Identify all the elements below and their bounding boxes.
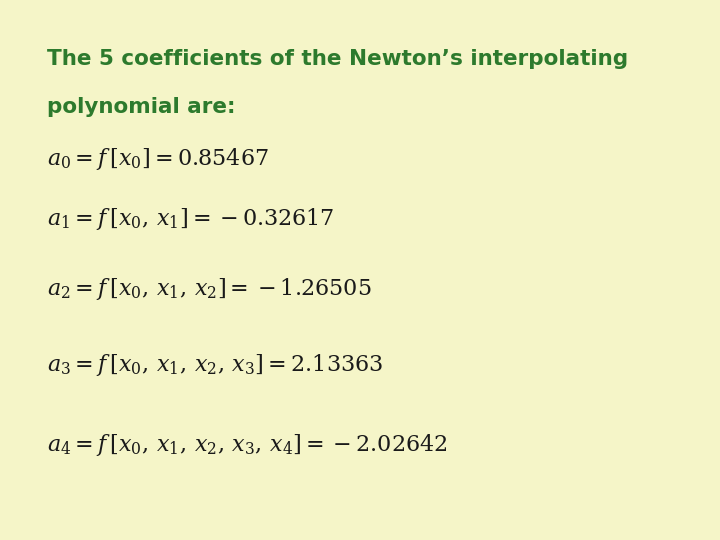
Text: $a_2 = f\,[x_0,\, x_1,\, x_2]= -1.26505$: $a_2 = f\,[x_0,\, x_1,\, x_2]= -1.26505$ (47, 276, 372, 302)
Text: $a_0 = f\,[x_0]= 0.85467$: $a_0 = f\,[x_0]= 0.85467$ (47, 146, 269, 172)
Text: $a_3 = f\,[x_0,\, x_1,\, x_2,\, x_3]= 2.13363$: $a_3 = f\,[x_0,\, x_1,\, x_2,\, x_3]= 2.… (47, 352, 383, 377)
Text: polynomial are:: polynomial are: (47, 97, 235, 117)
Text: $a_1 = f\,[x_0,\, x_1]= -0.32617$: $a_1 = f\,[x_0,\, x_1]= -0.32617$ (47, 206, 334, 232)
Text: The 5 coefficients of the Newton’s interpolating: The 5 coefficients of the Newton’s inter… (47, 49, 628, 69)
Text: $a_4 = f\,[x_0,\, x_1,\, x_2,\, x_3,\, x_4]= -2.02642$: $a_4 = f\,[x_0,\, x_1,\, x_2,\, x_3,\, x… (47, 433, 447, 458)
